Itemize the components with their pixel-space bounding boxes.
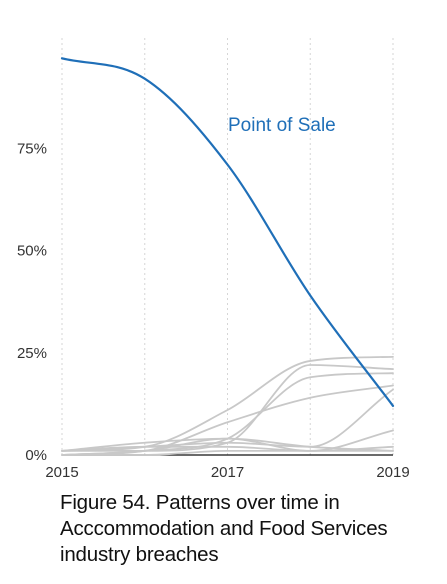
y-axis-tick-labels: 0% 25% 50% 75%	[17, 140, 47, 464]
series-label-point-of-sale: Point of Sale	[228, 115, 336, 136]
x-tick-label: 2015	[45, 464, 78, 481]
series-line-9	[61, 450, 394, 456]
x-axis-tick-labels: 2015 2017 2019	[45, 464, 409, 481]
y-tick-label: 25%	[17, 345, 47, 362]
series-line-point-of-sale	[60, 57, 395, 408]
y-tick-label: 50%	[17, 243, 47, 260]
y-tick-label: 0%	[25, 447, 47, 464]
x-tick-label: 2017	[211, 464, 244, 481]
figure-caption: Figure 54. Patterns over time in Acccomm…	[60, 491, 388, 566]
y-tick-label: 75%	[17, 140, 47, 157]
highlighted-series	[60, 57, 395, 408]
background-series	[61, 355, 394, 456]
x-tick-label: 2019	[376, 464, 409, 481]
series-line-2	[61, 355, 394, 452]
series-line-7	[61, 437, 394, 456]
line-chart: 0% 25% 50% 75% 2015 2017 2019 Point of Sale	[17, 38, 410, 481]
